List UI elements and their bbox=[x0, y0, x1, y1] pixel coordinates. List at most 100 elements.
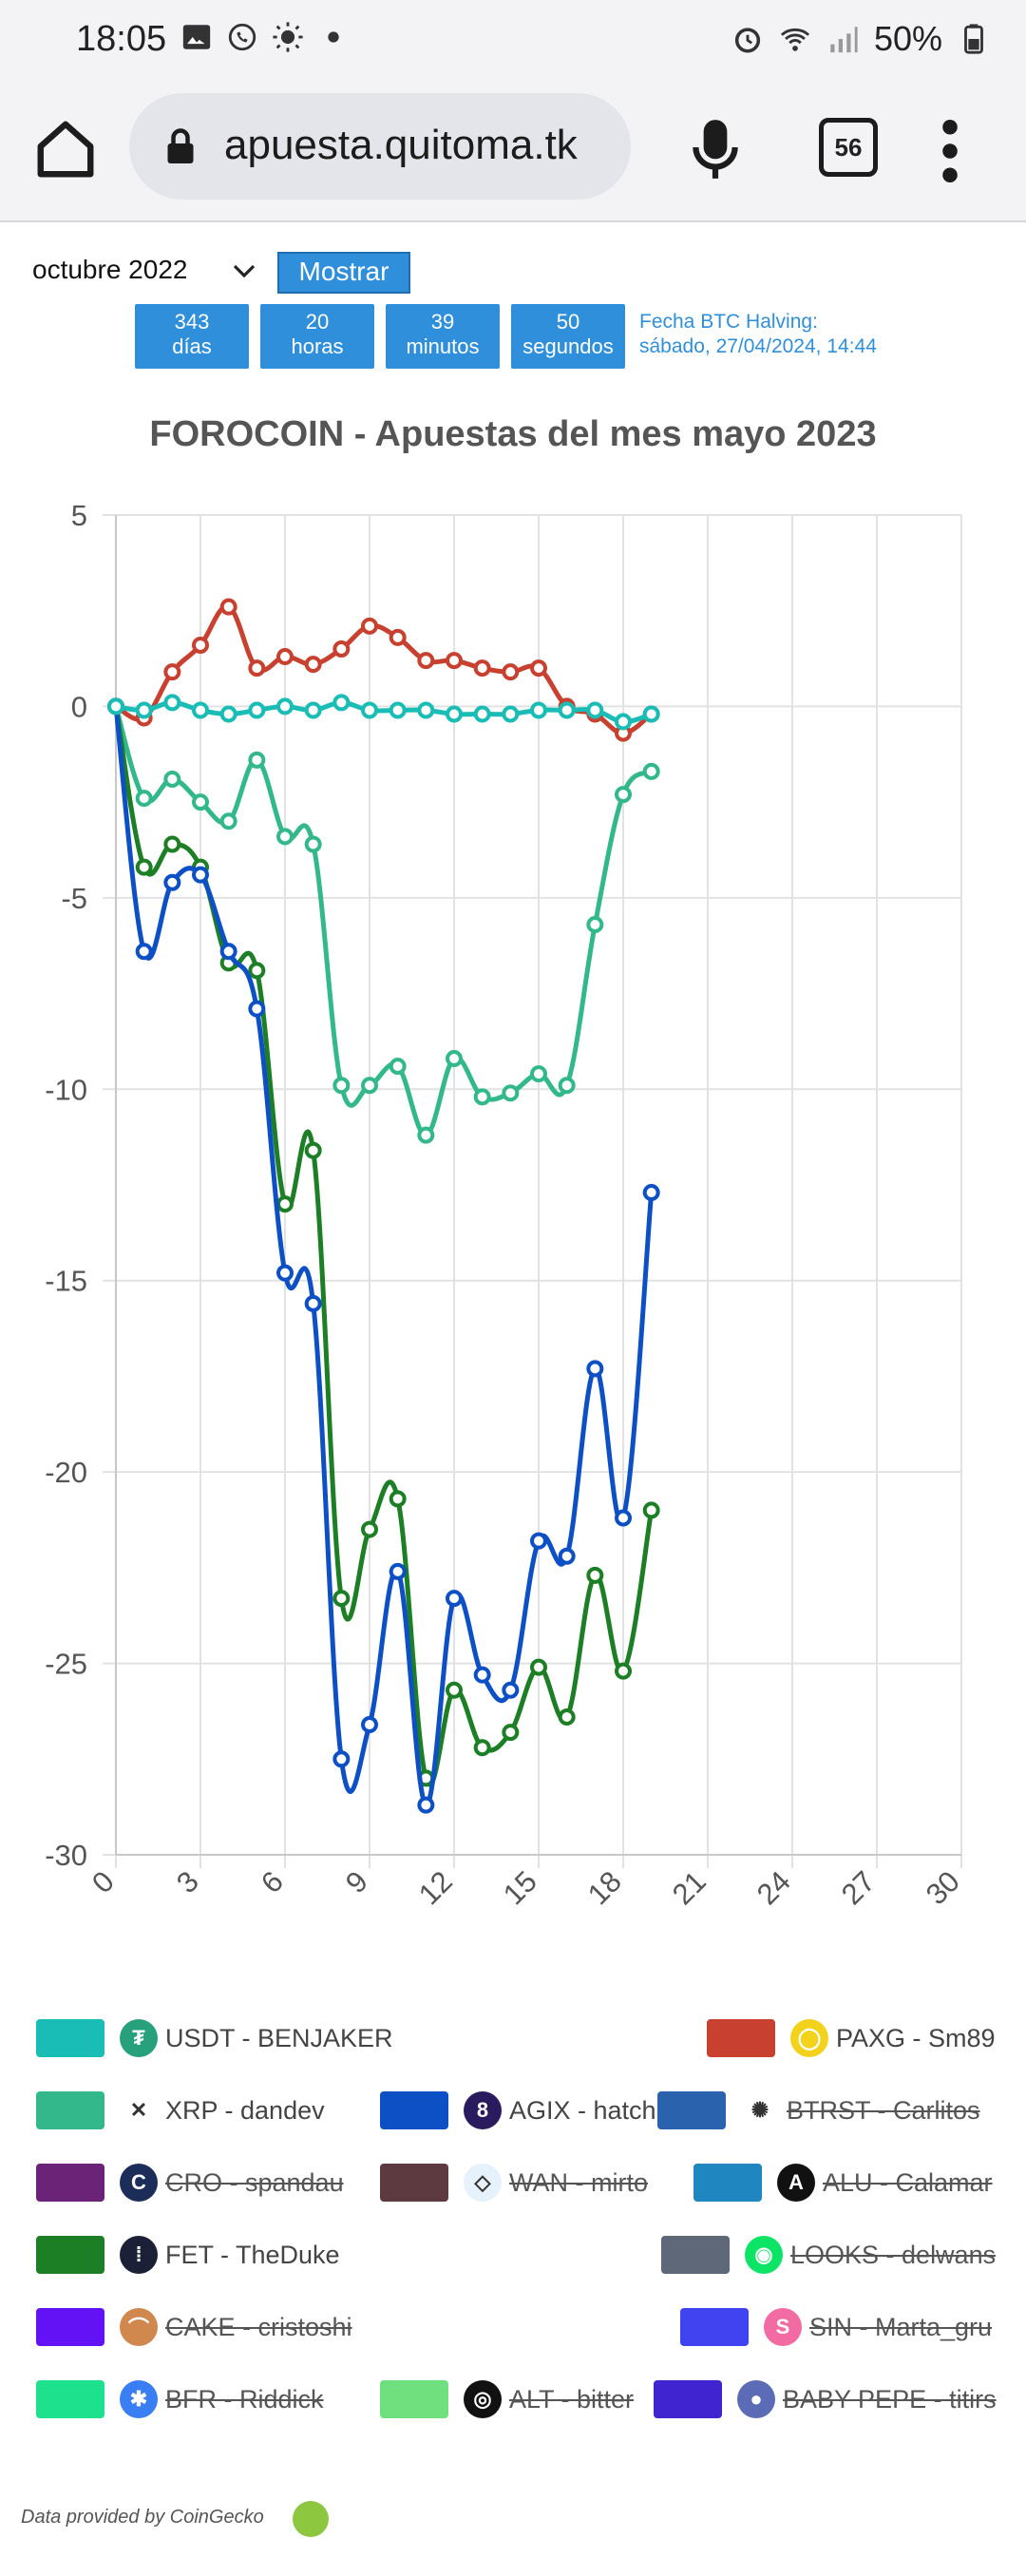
legend-label: FET - TheDuke bbox=[165, 2240, 340, 2269]
data-point bbox=[502, 1681, 520, 1699]
y-tick-label: -5 bbox=[61, 882, 87, 915]
data-point bbox=[304, 1141, 322, 1159]
data-point bbox=[304, 701, 322, 719]
legend-swatch bbox=[36, 2236, 104, 2274]
agix-icon: 8 bbox=[464, 2091, 502, 2129]
legend-item[interactable]: ✱ BFR - Riddick bbox=[36, 2379, 324, 2419]
data-point bbox=[615, 1662, 632, 1680]
legend-item[interactable]: C CRO - spandau bbox=[36, 2163, 344, 2203]
chevron-down-icon[interactable] bbox=[230, 257, 258, 285]
microphone-icon[interactable] bbox=[692, 116, 739, 182]
data-point bbox=[389, 1562, 407, 1580]
legend-label: BFR - Riddick bbox=[165, 2384, 324, 2414]
line-chart: 50-5-10-15-20-25-300 3 6 9 12 15 18 21 24 27 30 bbox=[45, 499, 966, 1911]
data-point bbox=[615, 1509, 632, 1527]
data-point bbox=[530, 1065, 547, 1083]
legend-swatch bbox=[654, 2380, 722, 2418]
legend-swatch bbox=[380, 2091, 448, 2129]
data-point bbox=[642, 1184, 660, 1202]
tether-icon: ₮ bbox=[120, 2019, 158, 2057]
data-point bbox=[642, 705, 660, 723]
legend-item[interactable]: ◇ WAN - mirto bbox=[380, 2163, 648, 2203]
legend-swatch bbox=[694, 2164, 762, 2202]
data-point bbox=[332, 640, 351, 658]
legend-label: PAXG - Sm89 bbox=[836, 2023, 996, 2052]
legend-label: ALU - Calamar bbox=[823, 2167, 993, 2197]
battery-icon bbox=[964, 24, 983, 54]
legend-item[interactable]: ◉ LOOKS - delwans bbox=[661, 2235, 996, 2275]
legend-item[interactable]: S SIN - Marta_gru bbox=[680, 2307, 992, 2347]
legend-label: ALT - bitter bbox=[509, 2384, 635, 2414]
data-point bbox=[586, 1360, 604, 1378]
babypepe-icon: ● bbox=[737, 2380, 775, 2418]
legend-item[interactable]: 8 AGIX - hatch bbox=[380, 2090, 656, 2130]
series-line bbox=[113, 705, 654, 1138]
month-select[interactable]: octubre 2022 bbox=[32, 255, 188, 284]
dot-icon bbox=[328, 31, 339, 43]
home-icon[interactable] bbox=[32, 116, 99, 182]
data-point bbox=[389, 1490, 407, 1508]
data-point bbox=[219, 598, 238, 616]
legend-label: BTRST - Carlitos bbox=[787, 2095, 980, 2125]
data-point bbox=[192, 636, 209, 654]
data-point bbox=[530, 1658, 547, 1676]
tab-switcher-button[interactable]: 56 bbox=[819, 118, 878, 177]
legend-label: SIN - Marta_gru bbox=[809, 2312, 993, 2341]
data-attribution: Data provided by CoinGecko bbox=[21, 2507, 264, 2528]
data-point bbox=[304, 835, 322, 853]
data-point bbox=[473, 1666, 491, 1684]
data-point bbox=[248, 701, 266, 719]
cro-icon: C bbox=[120, 2164, 158, 2202]
url-text: apuesta.quitoma.tk bbox=[224, 122, 578, 168]
legend-swatch bbox=[36, 2164, 104, 2202]
data-point bbox=[163, 694, 181, 712]
data-point bbox=[615, 786, 632, 804]
legend-swatch bbox=[661, 2236, 730, 2274]
data-point bbox=[586, 1566, 604, 1584]
legend-item[interactable]: ₮ USDT - BENJAKER bbox=[36, 2018, 393, 2058]
legend-item[interactable]: A ALU - Calamar bbox=[694, 2163, 993, 2203]
legend-swatch bbox=[36, 2380, 104, 2418]
legend-label: LOOKS - delwans bbox=[790, 2240, 997, 2269]
legend-item[interactable]: ⌒ CAKE - cristoshi bbox=[36, 2307, 352, 2347]
legend-item[interactable]: ◯ PAXG - Sm89 bbox=[707, 2018, 996, 2058]
legend-item[interactable]: ⁞ FET - TheDuke bbox=[36, 2235, 340, 2275]
data-point bbox=[615, 713, 632, 731]
data-point bbox=[276, 1195, 294, 1213]
data-point bbox=[502, 1724, 520, 1742]
data-point bbox=[502, 663, 520, 681]
show-button[interactable]: Mostrar bbox=[277, 252, 410, 294]
legend-item[interactable]: ◎ ALT - bitter bbox=[380, 2379, 634, 2419]
data-point bbox=[135, 858, 153, 876]
x-tick-label: 24 bbox=[750, 1864, 797, 1911]
address-bar[interactable]: apuesta.quitoma.tk bbox=[129, 93, 631, 200]
data-point bbox=[530, 1532, 547, 1550]
alt-icon: ◎ bbox=[464, 2380, 502, 2418]
data-point bbox=[192, 701, 209, 719]
legend-item[interactable]: ● BABY PEPE - titirs bbox=[654, 2379, 997, 2419]
legend-swatch bbox=[36, 2308, 104, 2346]
data-point bbox=[163, 770, 181, 788]
countdown-hours: 20 horas bbox=[260, 304, 374, 369]
wan-icon: ◇ bbox=[464, 2164, 502, 2202]
data-point bbox=[446, 705, 463, 723]
legend-swatch bbox=[707, 2019, 775, 2057]
series-line bbox=[113, 706, 655, 1808]
legend-item[interactable]: ✕ XRP - dandev bbox=[36, 2090, 325, 2130]
x-tick-label: 9 bbox=[339, 1864, 374, 1899]
halving-label: Fecha BTC Halving: bbox=[639, 311, 818, 333]
y-tick-label: -20 bbox=[45, 1456, 87, 1489]
x-tick-label: 21 bbox=[666, 1864, 712, 1911]
x-tick-label: 6 bbox=[255, 1864, 290, 1899]
brightness-icon bbox=[273, 22, 303, 52]
y-tick-label: -10 bbox=[45, 1073, 87, 1106]
data-point bbox=[558, 1547, 576, 1565]
x-tick-label: 30 bbox=[920, 1864, 966, 1911]
legend-item[interactable]: ✺ BTRST - Carlitos bbox=[657, 2090, 980, 2130]
data-point bbox=[417, 652, 435, 670]
data-point bbox=[558, 1077, 576, 1095]
data-point bbox=[361, 1520, 378, 1538]
countdown-days: 343 días bbox=[135, 304, 249, 369]
data-point bbox=[276, 697, 294, 716]
more-options-icon[interactable] bbox=[931, 118, 969, 184]
